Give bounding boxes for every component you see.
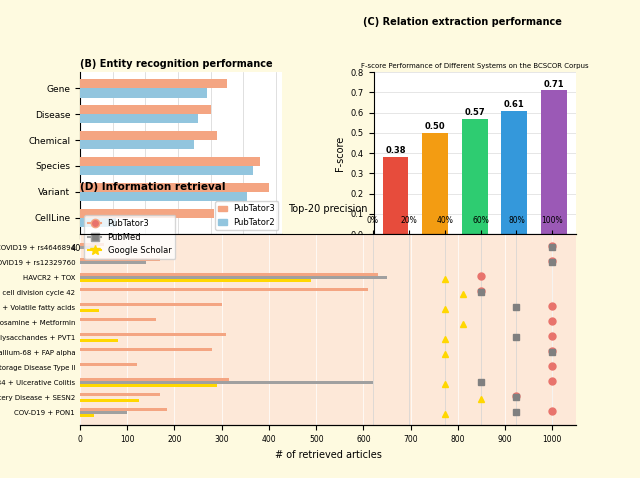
Text: 0.71: 0.71 <box>543 80 564 89</box>
Bar <box>80 243 104 246</box>
Bar <box>80 279 312 282</box>
Legend: PubTator3, PubMed, Google Scholar: PubTator3, PubMed, Google Scholar <box>84 215 175 259</box>
Bar <box>0 140 195 149</box>
Bar <box>80 348 212 351</box>
Title: F-score Performance of Different Systems on the BCSCOR Corpus: F-score Performance of Different Systems… <box>361 63 589 69</box>
Bar <box>80 261 146 264</box>
Bar <box>502 110 527 234</box>
Bar <box>0 157 260 166</box>
Bar <box>80 384 217 387</box>
Bar <box>80 411 127 414</box>
Bar <box>80 408 168 411</box>
Bar <box>422 133 448 234</box>
Bar <box>80 246 94 249</box>
Text: 0.38: 0.38 <box>385 146 406 155</box>
Bar <box>0 131 217 140</box>
Bar <box>80 288 368 291</box>
Text: 0.61: 0.61 <box>504 100 525 109</box>
Bar <box>0 208 214 217</box>
X-axis label: F-score: F-score <box>164 258 199 268</box>
X-axis label: # of retrieved articles: # of retrieved articles <box>275 450 381 460</box>
Bar <box>0 79 227 88</box>
Bar <box>80 309 99 312</box>
Bar <box>383 157 408 234</box>
Bar <box>80 258 160 261</box>
X-axis label: System: System <box>456 300 493 310</box>
Bar <box>80 393 160 396</box>
Bar <box>80 378 229 380</box>
Bar <box>80 303 221 306</box>
Bar <box>80 333 227 336</box>
Bar <box>80 414 94 417</box>
Bar <box>80 399 139 402</box>
Bar <box>541 90 567 234</box>
Legend: PubTator3, PubTator2: PubTator3, PubTator2 <box>215 201 278 230</box>
Text: (B) Entity recognition performance: (B) Entity recognition performance <box>80 58 273 68</box>
Bar <box>0 192 246 201</box>
Bar <box>80 273 378 276</box>
Text: 0.57: 0.57 <box>465 108 485 117</box>
Text: 0.50: 0.50 <box>425 122 445 131</box>
Bar <box>0 88 207 98</box>
Bar <box>80 380 373 384</box>
Y-axis label: F-score: F-score <box>335 135 345 171</box>
Bar <box>80 363 137 366</box>
Bar <box>80 276 387 279</box>
Bar <box>0 114 198 123</box>
Text: (C) Relation extraction performance: (C) Relation extraction performance <box>364 17 563 27</box>
X-axis label: Top-20 precision: Top-20 precision <box>288 204 368 214</box>
Bar <box>462 119 488 234</box>
Text: (D) Information retrieval: (D) Information retrieval <box>80 182 225 192</box>
Bar <box>0 166 253 175</box>
Bar <box>80 318 156 321</box>
Bar <box>0 183 269 192</box>
Bar <box>0 217 116 227</box>
Bar <box>0 105 211 114</box>
Bar <box>80 339 118 342</box>
